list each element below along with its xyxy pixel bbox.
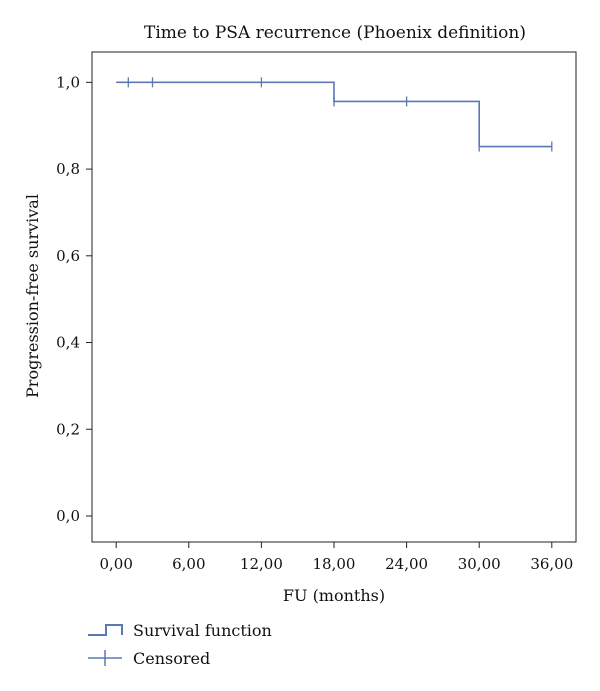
x-tick-label: 0,00: [99, 555, 132, 573]
series-layer: [116, 77, 553, 152]
legend-survival-swatch: [88, 624, 123, 636]
plot-frame: [91, 51, 577, 543]
x-tick-label: 24,00: [385, 555, 428, 573]
chart-title: Time to PSA recurrence (Phoenix definiti…: [144, 23, 526, 43]
x-axis-title: FU (months): [283, 586, 385, 605]
x-tick-label: 12,00: [240, 555, 283, 573]
survival-step-line: [116, 81, 552, 148]
y-tick-label: 0,8: [56, 160, 80, 178]
y-tick-label: 1,0: [56, 73, 80, 91]
x-axis: 0,00 6,00 12,00 18,00 24,00 30,00 36,00: [99, 542, 573, 573]
legend: Survival function Censored: [88, 621, 272, 668]
y-axis-title: Progression-free survival: [23, 194, 42, 398]
y-tick-label: 0,0: [56, 507, 80, 525]
legend-censored-label: Censored: [133, 649, 210, 668]
y-tick-label: 0,2: [56, 420, 80, 438]
x-tick-label: 30,00: [458, 555, 501, 573]
y-tick-label: 0,4: [56, 334, 80, 352]
y-axis: 0,0 0,2 0,4 0,6 0,8 1,0: [56, 73, 92, 525]
legend-survival-label: Survival function: [133, 621, 272, 640]
y-tick-label: 0,6: [56, 247, 80, 265]
x-tick-label: 6,00: [172, 555, 205, 573]
x-tick-label: 18,00: [313, 555, 356, 573]
x-tick-label: 36,00: [530, 555, 573, 573]
